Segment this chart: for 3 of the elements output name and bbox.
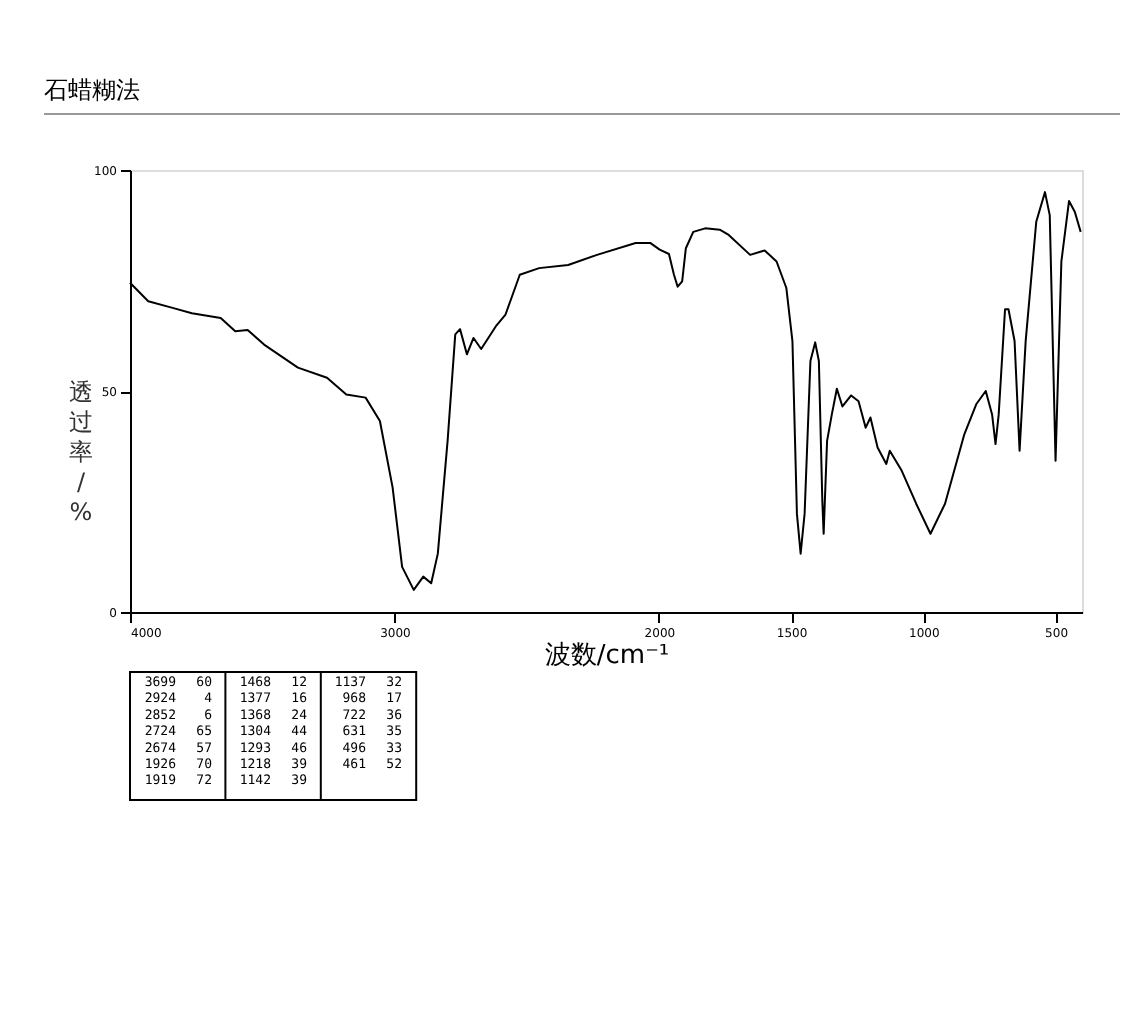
y-axis-title: 透过率/% [69, 378, 93, 526]
x-axis-title: 波数/cm⁻¹ [544, 641, 670, 671]
chart-title: 石蜡糊法 [44, 76, 140, 104]
